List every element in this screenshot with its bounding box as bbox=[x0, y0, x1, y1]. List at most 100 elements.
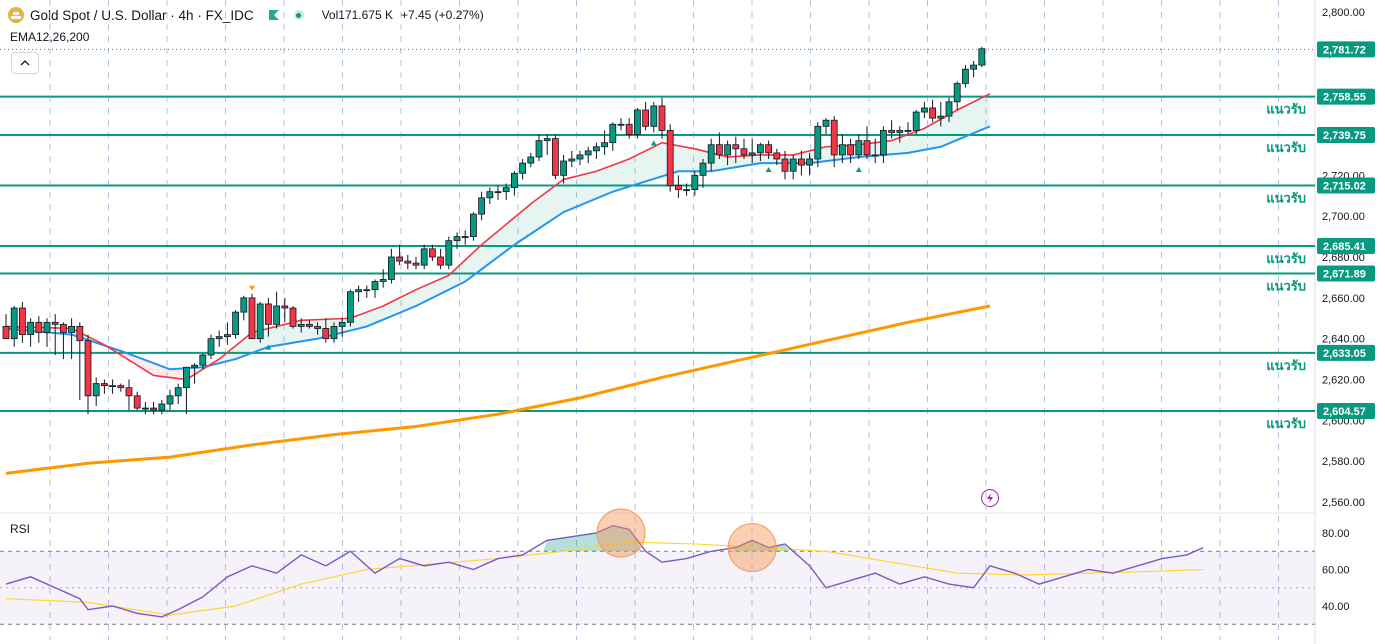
candle-body[interactable] bbox=[806, 158, 813, 166]
candle-body[interactable] bbox=[568, 158, 576, 162]
candle-body[interactable] bbox=[642, 109, 649, 127]
candle-body[interactable] bbox=[552, 138, 559, 176]
candle-body[interactable] bbox=[133, 395, 141, 409]
candle-body[interactable] bbox=[379, 279, 387, 282]
candle-body[interactable] bbox=[478, 197, 486, 215]
candle-body[interactable] bbox=[330, 326, 338, 340]
candle-body[interactable] bbox=[437, 256, 445, 266]
candle-body[interactable] bbox=[412, 262, 420, 266]
candle-body[interactable] bbox=[732, 144, 740, 150]
candle-body[interactable] bbox=[150, 407, 158, 411]
candle-body[interactable] bbox=[658, 105, 666, 131]
candle-body[interactable] bbox=[543, 138, 551, 142]
candle-body[interactable] bbox=[453, 236, 461, 242]
candle-body[interactable] bbox=[420, 248, 428, 266]
candle-body[interactable] bbox=[125, 387, 133, 397]
candle-body[interactable] bbox=[748, 152, 756, 156]
candle-body[interactable] bbox=[576, 154, 584, 160]
candle-body[interactable] bbox=[404, 260, 412, 264]
candle-body[interactable] bbox=[494, 191, 502, 194]
candle-body[interactable] bbox=[158, 403, 166, 411]
candle-body[interactable] bbox=[43, 321, 51, 333]
candle-body[interactable] bbox=[527, 156, 535, 164]
candle-body[interactable] bbox=[535, 140, 543, 158]
candle-body[interactable] bbox=[396, 256, 404, 262]
candle-body[interactable] bbox=[830, 119, 838, 156]
candle-body[interactable] bbox=[240, 297, 248, 313]
candle-body[interactable] bbox=[584, 150, 592, 156]
candle-body[interactable] bbox=[814, 125, 822, 160]
candle-body[interactable] bbox=[937, 115, 945, 119]
candle-body[interactable] bbox=[617, 123, 625, 126]
candle-body[interactable] bbox=[314, 326, 322, 329]
candle-body[interactable] bbox=[109, 385, 116, 388]
candle-body[interactable] bbox=[461, 236, 469, 238]
candle-body[interactable] bbox=[781, 158, 789, 172]
candle-body[interactable] bbox=[822, 119, 830, 127]
candle-body[interactable] bbox=[264, 303, 272, 325]
candle-body[interactable] bbox=[199, 354, 207, 366]
candle-body[interactable] bbox=[101, 383, 108, 387]
candle-body[interactable] bbox=[60, 323, 67, 333]
candle-body[interactable] bbox=[207, 338, 215, 356]
candle-body[interactable] bbox=[650, 105, 658, 127]
candle-body[interactable] bbox=[215, 336, 223, 340]
candle-body[interactable] bbox=[387, 256, 395, 280]
lightning-icon[interactable] bbox=[981, 489, 999, 507]
candle-body[interactable] bbox=[839, 144, 846, 156]
candle-body[interactable] bbox=[912, 111, 920, 131]
candle-body[interactable] bbox=[68, 326, 75, 333]
candle-body[interactable] bbox=[469, 213, 477, 237]
candle-body[interactable] bbox=[84, 340, 92, 397]
candle-body[interactable] bbox=[871, 154, 879, 157]
candle-body[interactable] bbox=[76, 326, 84, 342]
candle-body[interactable] bbox=[519, 162, 526, 174]
candle-body[interactable] bbox=[609, 123, 617, 144]
candle-body[interactable] bbox=[593, 146, 600, 152]
candle-body[interactable] bbox=[182, 366, 190, 389]
candle-body[interactable] bbox=[855, 140, 863, 156]
candle-body[interactable] bbox=[305, 323, 313, 327]
candle-body[interactable] bbox=[27, 321, 35, 335]
candle-body[interactable] bbox=[51, 321, 59, 325]
candle-body[interactable] bbox=[724, 144, 731, 156]
candle-body[interactable] bbox=[789, 158, 797, 172]
candle-body[interactable] bbox=[322, 328, 330, 340]
candle-body[interactable] bbox=[248, 297, 256, 340]
candle-body[interactable] bbox=[141, 407, 149, 410]
candle-body[interactable] bbox=[953, 83, 961, 103]
candle-body[interactable] bbox=[510, 172, 518, 188]
candle-body[interactable] bbox=[798, 158, 805, 166]
candle-body[interactable] bbox=[945, 101, 953, 117]
candle-body[interactable] bbox=[35, 321, 43, 333]
candle-body[interactable] bbox=[699, 162, 707, 176]
candle-body[interactable] bbox=[502, 187, 510, 193]
candle-body[interactable] bbox=[191, 364, 199, 368]
candle-body[interactable] bbox=[18, 307, 26, 335]
candle-body[interactable] bbox=[10, 307, 18, 340]
collapse-legend-button[interactable] bbox=[11, 52, 39, 74]
candle-body[interactable] bbox=[625, 123, 633, 135]
candle-body[interactable] bbox=[675, 185, 682, 191]
candle-body[interactable] bbox=[773, 152, 781, 160]
symbol-title[interactable]: Gold Spot / U.S. Dollar · 4h · FX_IDC bbox=[30, 7, 254, 23]
candle-body[interactable] bbox=[2, 326, 10, 340]
candle-body[interactable] bbox=[601, 142, 608, 148]
candle-body[interactable] bbox=[297, 323, 305, 327]
candle-body[interactable] bbox=[174, 387, 182, 397]
candle-body[interactable] bbox=[929, 107, 936, 119]
candle-body[interactable] bbox=[92, 383, 100, 397]
candle-body[interactable] bbox=[978, 48, 986, 66]
candle-body[interactable] bbox=[428, 248, 436, 258]
candle-body[interactable] bbox=[970, 64, 977, 70]
candle-body[interactable] bbox=[896, 130, 904, 133]
candle-body[interactable] bbox=[355, 289, 363, 293]
candle-body[interactable] bbox=[757, 144, 764, 154]
candle-body[interactable] bbox=[707, 144, 715, 164]
candle-body[interactable] bbox=[346, 291, 354, 323]
candle-body[interactable] bbox=[281, 305, 289, 309]
candle-body[interactable] bbox=[223, 334, 231, 338]
candle-body[interactable] bbox=[740, 148, 748, 156]
candle-body[interactable] bbox=[863, 140, 871, 156]
